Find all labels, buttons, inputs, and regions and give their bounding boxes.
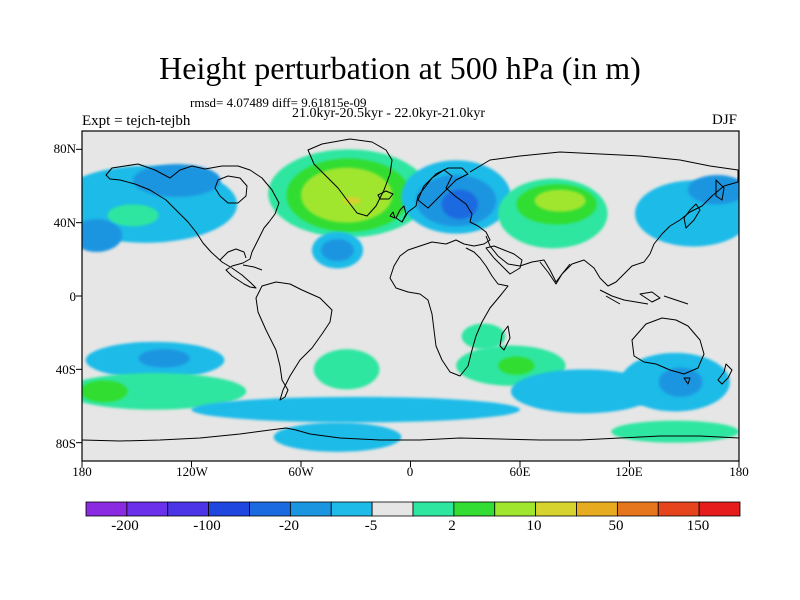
colorbar xyxy=(85,501,741,517)
field-south-indian-blue xyxy=(510,369,657,414)
coast-madagascar xyxy=(499,325,511,351)
coast-cuba xyxy=(242,264,263,271)
colorbar-label-neg20: -20 xyxy=(279,518,299,534)
field-south-pacific-green-mid xyxy=(82,380,128,403)
experiment-label: Expt = tejch-tejbh xyxy=(82,113,191,129)
coast-australia xyxy=(631,317,705,375)
colorbar-label-neg200: -200 xyxy=(111,518,139,534)
coast-antarctica xyxy=(82,427,739,442)
lon-label-60w: 60W xyxy=(288,464,314,479)
colorbar-swatch xyxy=(657,501,700,517)
colorbar-swatch xyxy=(576,501,618,517)
colorbar-swatch xyxy=(289,501,332,517)
field-na-orange xyxy=(342,197,362,205)
colorbar-swatch xyxy=(208,501,250,517)
field-siberia-yellow xyxy=(534,189,586,212)
lon-label-120e: 120E xyxy=(615,464,643,479)
field-south-pacific-green xyxy=(82,373,247,410)
lon-label-0: 0 xyxy=(406,464,414,479)
field-south-pacific-blue-mid xyxy=(138,349,190,368)
field-south-blue-band xyxy=(191,396,520,423)
colorbar-swatch xyxy=(412,501,455,517)
coast-europe-africa xyxy=(389,169,509,377)
field-europe-blue-core xyxy=(441,189,479,219)
field-atl-blue-mid xyxy=(321,239,354,262)
colorbar-swatch xyxy=(535,501,577,517)
season-label: DJF xyxy=(712,112,738,128)
coast-arabia xyxy=(485,245,523,275)
colorbar-label-10: 10 xyxy=(526,518,542,534)
field-south-atl-green xyxy=(313,349,380,390)
field-ne-pacific-blue-mid xyxy=(133,164,221,197)
lat-label-40n: 40N xyxy=(53,215,76,230)
lat-label-80s: 80S xyxy=(55,436,76,451)
colorbar-swatch xyxy=(167,501,210,517)
plot-title: Height perturbation at 500 hPa (in m) xyxy=(159,50,641,86)
field-indian-green-mid xyxy=(498,356,535,375)
colorbar-label-2: 2 xyxy=(448,518,456,534)
colorbar-label-150: 150 xyxy=(686,518,710,534)
coast-asia xyxy=(469,151,739,287)
colorbar-swatch xyxy=(249,501,291,517)
field-nw-blue xyxy=(82,219,123,252)
coast-tasmania xyxy=(683,377,691,385)
field-madagascar-green xyxy=(461,323,506,350)
coast-scandinavia xyxy=(417,167,469,209)
lat-label-0: 0 xyxy=(69,289,77,304)
coast-japan xyxy=(683,203,701,229)
field-antarctic-green-east xyxy=(611,420,739,443)
lon-label-180e: 180 xyxy=(729,464,749,479)
colorbar-swatch xyxy=(453,501,496,517)
lat-label-80n: 80N xyxy=(53,141,76,156)
axis-ticks xyxy=(76,148,740,467)
colorbar-label-neg100: -100 xyxy=(193,518,221,534)
colorbar-swatch xyxy=(698,501,741,517)
coastlines xyxy=(82,138,739,442)
period-text: 21.0kyr-20.5kyr - 22.0kyr-21.0kyr xyxy=(292,106,486,121)
coast-british-isles xyxy=(389,205,407,223)
field-na-yellow xyxy=(301,167,393,223)
coast-india xyxy=(539,261,571,285)
colorbar-swatch xyxy=(126,501,169,517)
coast-indonesia xyxy=(599,289,689,305)
colorbar-label-50: 50 xyxy=(608,518,624,534)
colorbar-swatch xyxy=(85,501,128,517)
coast-south-america xyxy=(255,281,333,401)
coast-north-america xyxy=(105,163,280,289)
lat-label-40s: 40S xyxy=(55,362,76,377)
stats-text: rmsd= 4.07489 diff= 9.61815e-09 xyxy=(190,95,367,110)
colorbar-swatch xyxy=(371,501,414,517)
lon-label-60e: 60E xyxy=(509,464,531,479)
coast-gulf-of-mexico xyxy=(219,248,247,261)
coast-kamchatka xyxy=(715,179,725,201)
colorbar-swatch xyxy=(494,501,537,517)
colorbar-swatch xyxy=(330,501,373,517)
lon-label-120w: 120W xyxy=(176,464,208,479)
colorbar-swatch xyxy=(616,501,659,517)
lon-label-180w: 180 xyxy=(72,464,92,479)
coast-new-zealand xyxy=(717,363,733,385)
coast-iceland xyxy=(377,190,394,200)
field-pacific-green xyxy=(107,204,159,227)
field-asia-blue-mid xyxy=(687,175,739,205)
colorbar-label-neg5: -5 xyxy=(364,518,378,534)
field-australia-blue-mid xyxy=(658,367,703,397)
coast-hudson-bay xyxy=(214,175,248,204)
